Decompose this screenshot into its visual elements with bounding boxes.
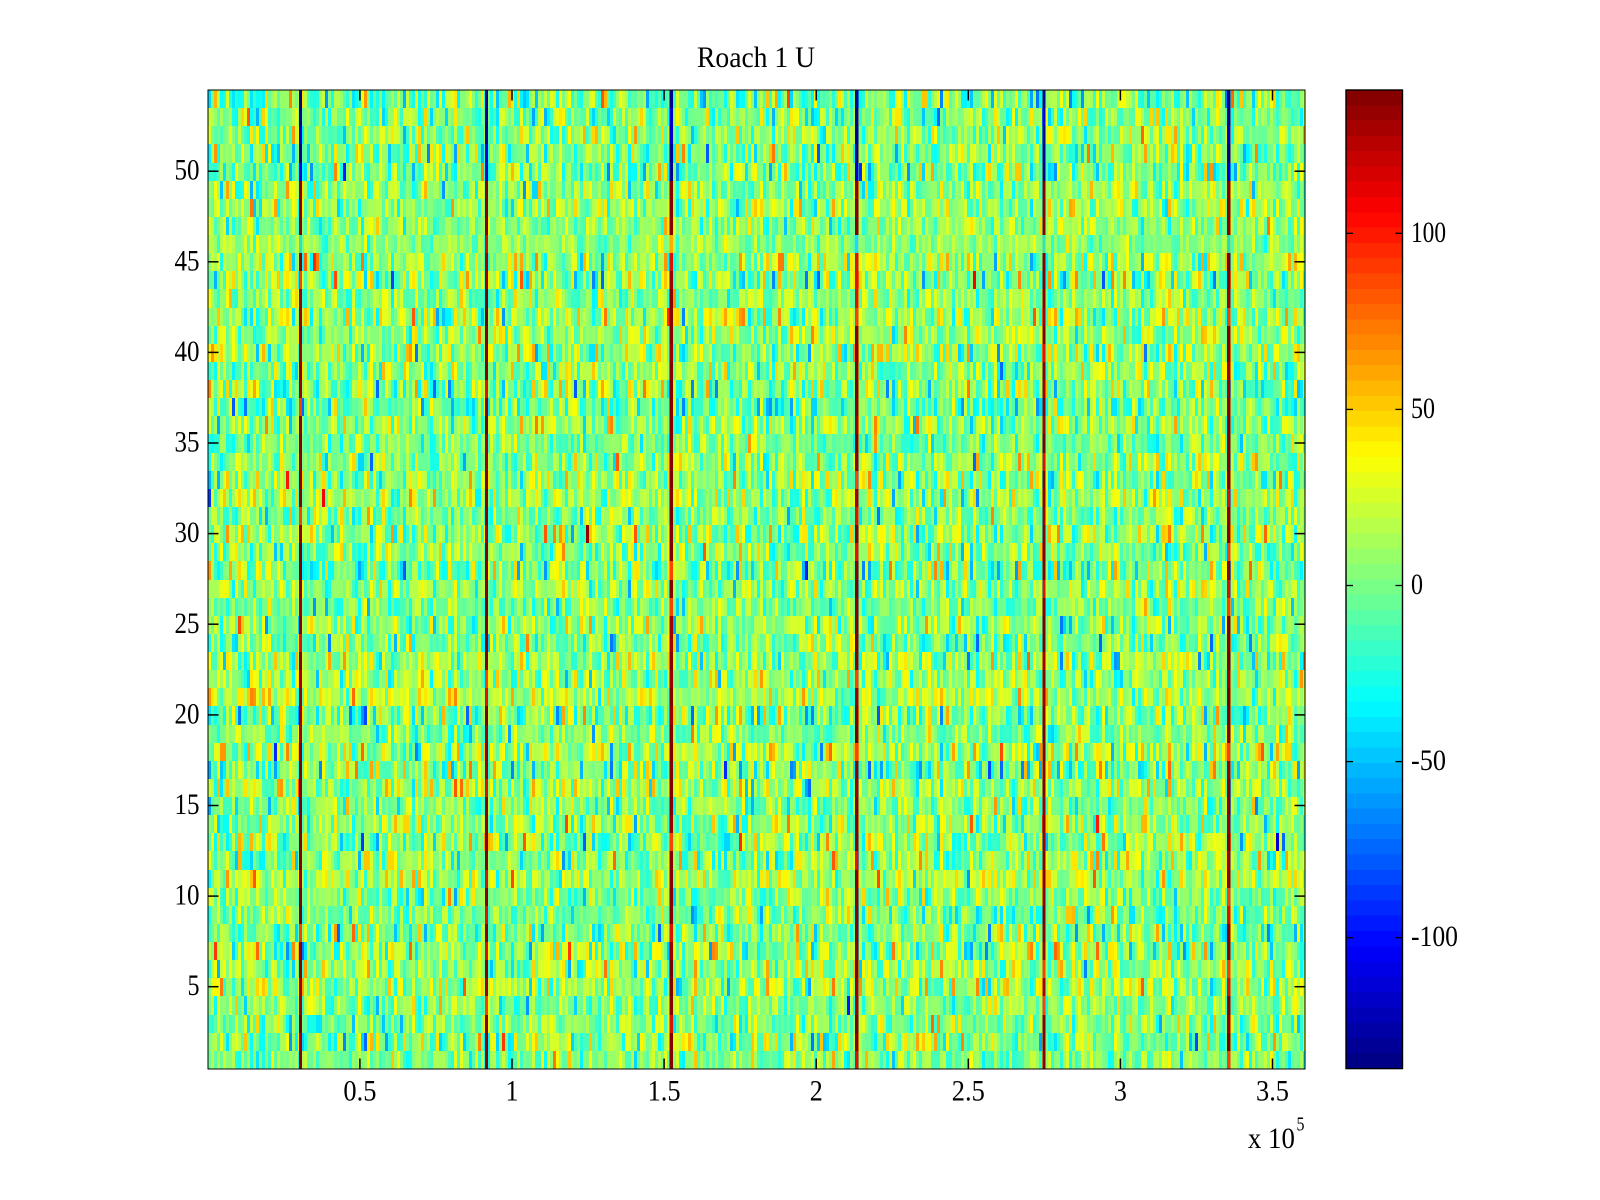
svg-text:5: 5	[1297, 1115, 1305, 1136]
svg-text:2: 2	[810, 1075, 823, 1108]
svg-text:5: 5	[188, 969, 200, 1002]
svg-text:-50: -50	[1411, 744, 1446, 777]
svg-text:45: 45	[175, 244, 200, 277]
svg-text:35: 35	[175, 426, 200, 459]
svg-text:-100: -100	[1411, 920, 1458, 953]
svg-text:100: 100	[1411, 216, 1446, 249]
svg-text:50: 50	[1411, 392, 1435, 425]
svg-text:20: 20	[175, 697, 200, 730]
svg-text:25: 25	[175, 607, 200, 640]
svg-text:40: 40	[175, 335, 200, 368]
svg-text:30: 30	[175, 516, 200, 549]
svg-text:10: 10	[175, 879, 200, 912]
svg-text:50: 50	[175, 154, 200, 187]
svg-text:3.5: 3.5	[1256, 1075, 1289, 1108]
svg-text:Roach 1 U: Roach 1 U	[697, 41, 815, 74]
svg-text:0.5: 0.5	[343, 1075, 376, 1108]
svg-text:3: 3	[1114, 1075, 1127, 1108]
svg-text:1.5: 1.5	[648, 1075, 681, 1108]
svg-text:1: 1	[506, 1075, 519, 1108]
svg-text:x 10: x 10	[1248, 1122, 1295, 1155]
svg-text:0: 0	[1411, 568, 1423, 601]
svg-text:2.5: 2.5	[952, 1075, 985, 1108]
svg-text:15: 15	[175, 788, 200, 821]
